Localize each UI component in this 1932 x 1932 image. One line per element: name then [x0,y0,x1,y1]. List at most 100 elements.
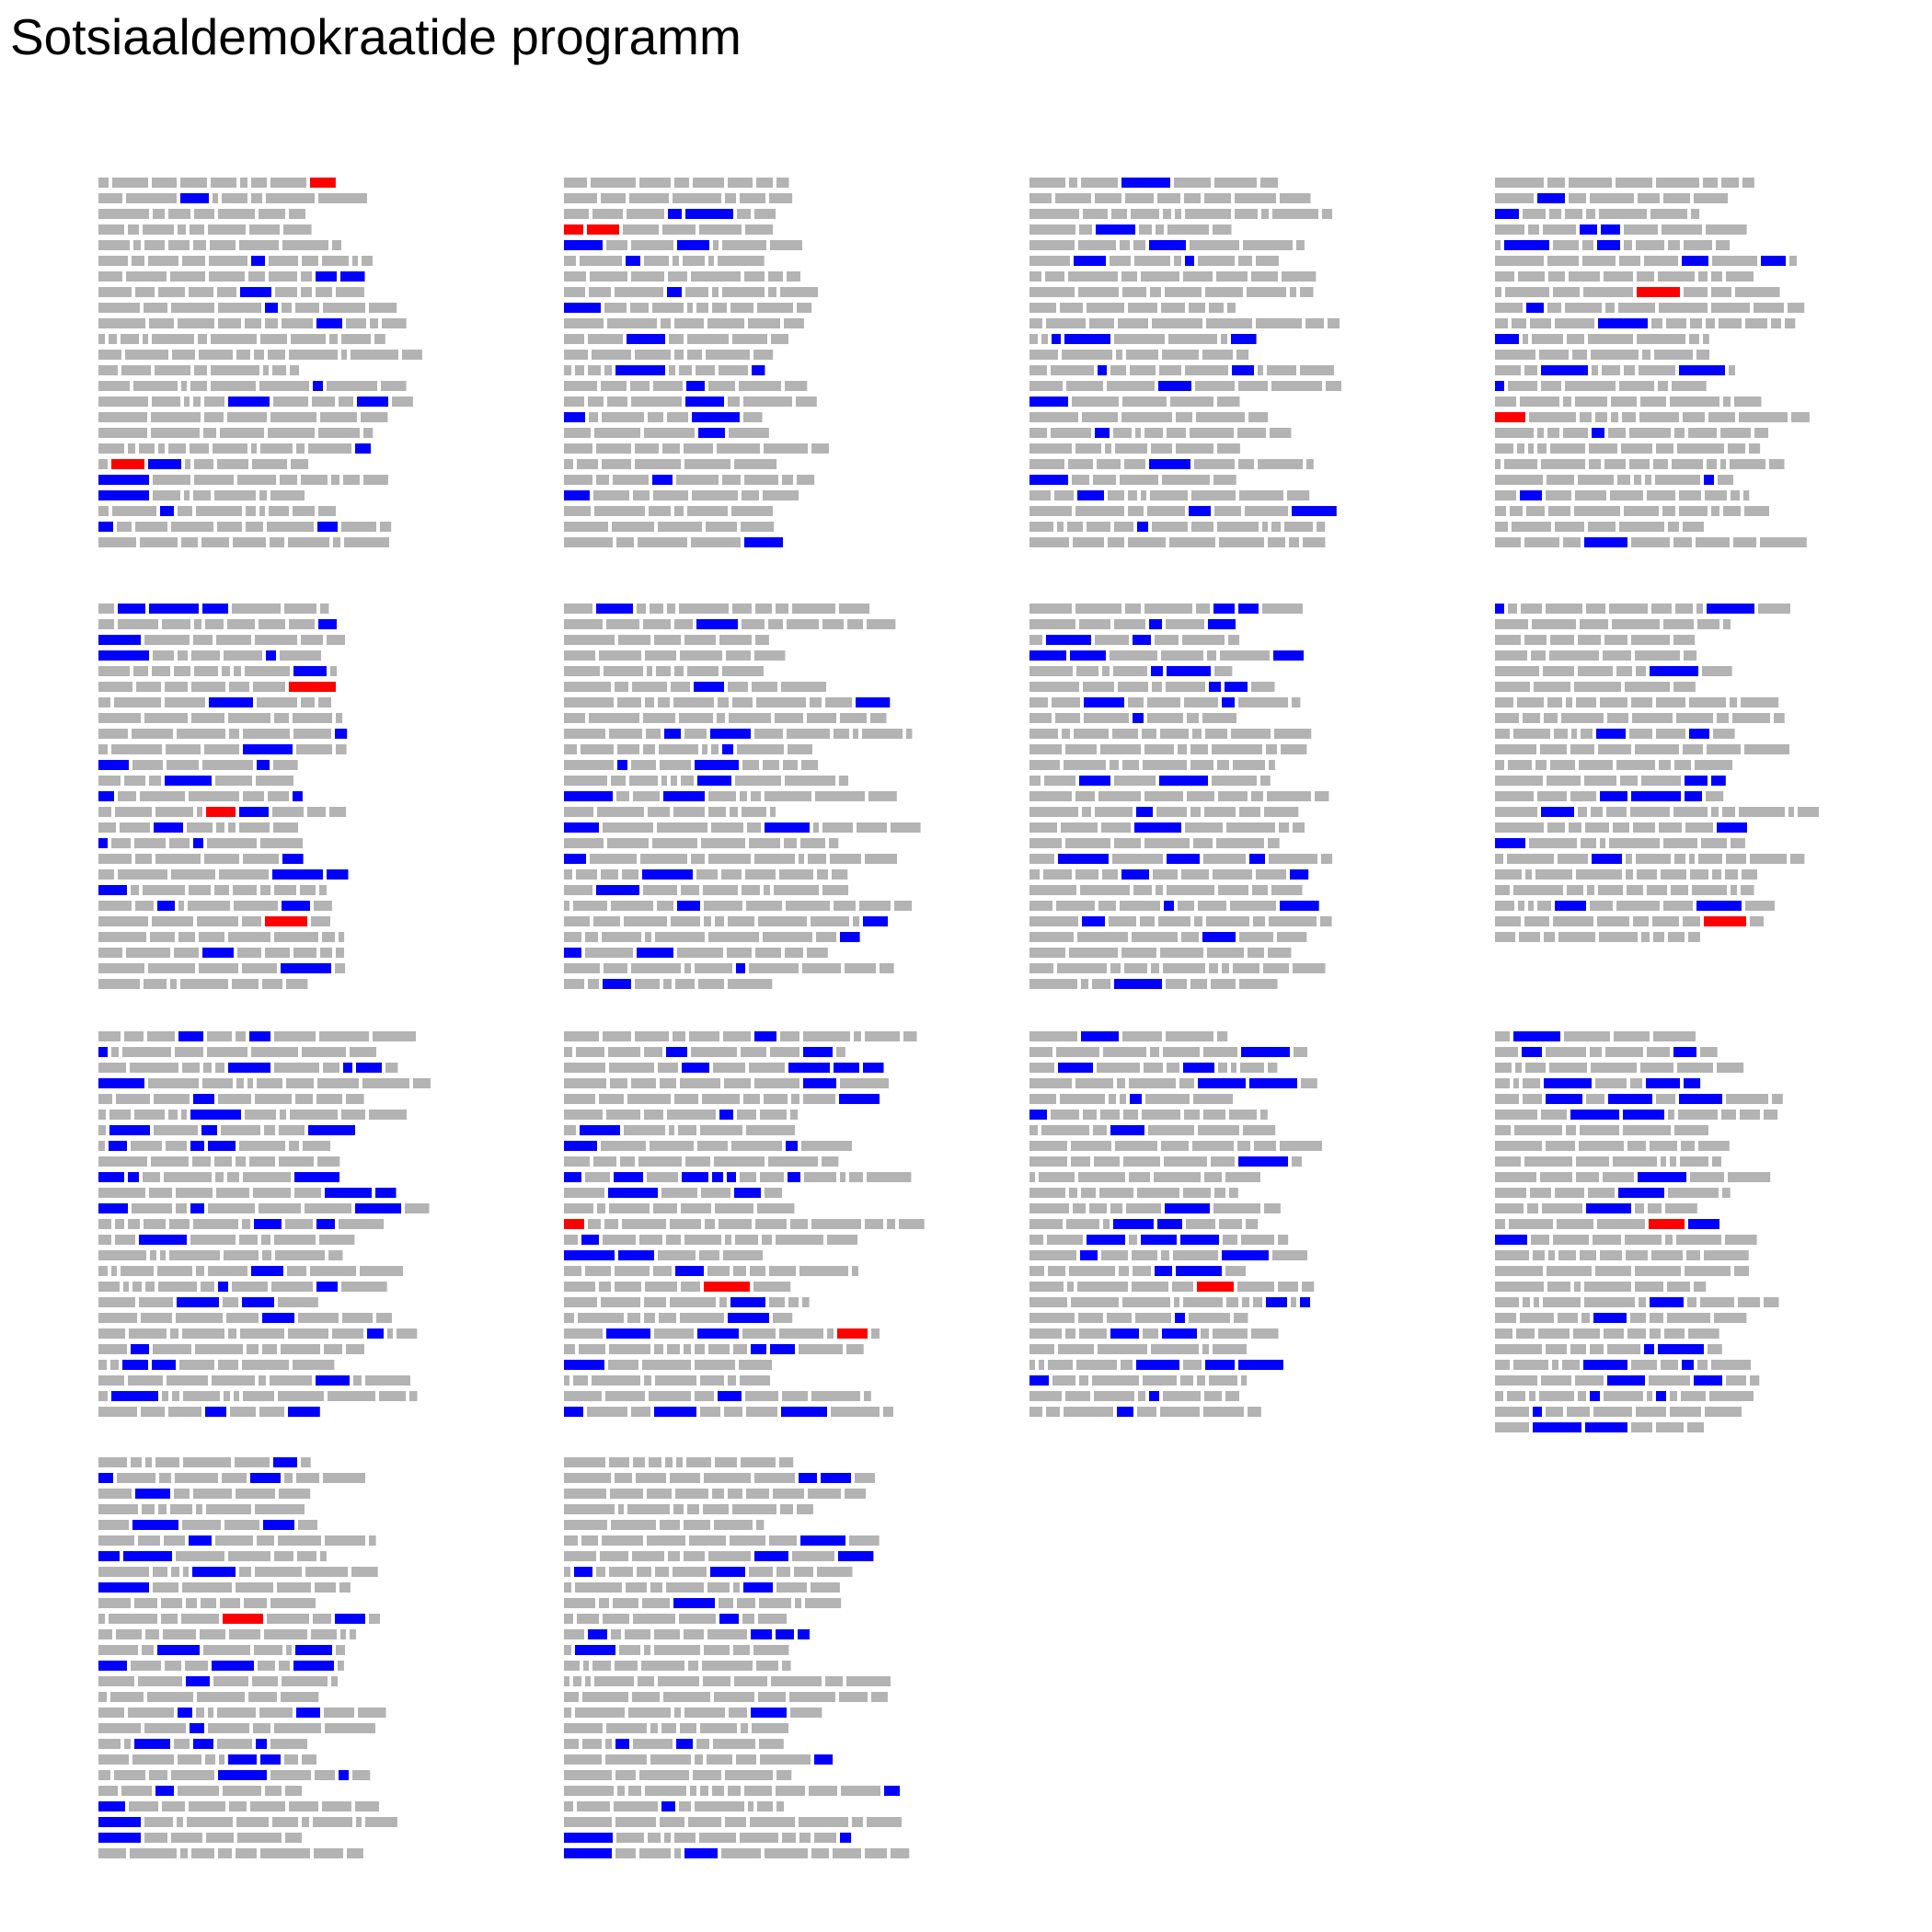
word-mark [689,1031,719,1041]
word-mark [181,537,198,547]
word-mark [1557,1219,1593,1229]
word-mark [1548,1250,1555,1260]
word-mark [1190,979,1207,989]
word-mark [1241,1235,1274,1245]
word-mark [1572,350,1587,360]
keyword-blue-mark [803,1078,836,1088]
keyword-blue-mark [751,1344,766,1354]
page-14 [564,1457,910,1858]
word-mark [1709,1391,1754,1401]
word-mark [1650,1328,1661,1339]
keyword-blue-mark [1658,1344,1704,1354]
word-mark [564,1629,584,1639]
keyword-blue-mark [1029,397,1068,407]
word-mark [645,697,654,707]
word-mark [218,1848,232,1858]
keyword-blue-mark [1689,729,1709,739]
word-mark [1128,697,1144,707]
word-mark [811,1219,861,1229]
word-mark [603,1614,629,1624]
word-mark [318,697,331,707]
word-mark [585,1172,610,1182]
keyword-blue-mark [1544,1078,1592,1088]
word-mark [98,1344,127,1354]
word-mark [1661,1360,1678,1370]
keyword-blue-mark [98,650,149,661]
word-mark [1075,791,1095,801]
word-mark [143,1172,160,1182]
word-mark [1675,604,1693,614]
keyword-red-mark [564,224,583,235]
word-mark [684,1235,721,1245]
word-mark [1613,1156,1657,1167]
word-mark [1176,412,1192,422]
word-mark [162,1801,185,1811]
word-mark [730,303,753,313]
word-mark [98,1031,121,1041]
word-mark [1111,209,1127,219]
word-mark [112,506,156,516]
word-mark [1673,537,1692,547]
keyword-blue-mark [1541,807,1574,817]
word-mark [1524,537,1559,547]
word-mark [341,334,371,344]
word-mark [1625,682,1670,692]
word-mark [228,1551,270,1561]
word-mark [115,1235,135,1245]
word-mark [204,397,224,407]
word-mark [1567,885,1583,895]
word-mark [635,459,681,469]
word-mark [1547,1282,1570,1292]
keyword-blue-mark [564,791,613,801]
word-mark [1078,240,1116,250]
word-mark [151,428,200,438]
word-mark [303,1141,330,1151]
word-mark [754,650,786,661]
keyword-blue-mark [1158,381,1191,391]
word-mark [219,869,269,880]
word-mark [193,1489,232,1499]
word-mark [639,178,671,188]
word-mark [180,178,207,188]
word-mark [728,1786,741,1796]
word-mark [684,459,730,469]
word-mark [1640,397,1666,407]
word-mark [782,1833,796,1843]
word-mark [236,1582,273,1593]
word-mark [149,318,174,328]
word-mark [1520,1313,1554,1323]
word-mark [801,760,818,770]
word-mark [612,522,654,532]
word-mark [1495,1188,1526,1198]
keyword-blue-mark [1585,1422,1627,1432]
word-mark [728,178,753,188]
word-mark [803,1094,835,1104]
keyword-blue-mark [1533,1407,1542,1417]
word-mark [691,537,741,547]
word-mark [1532,334,1563,344]
word-mark [1550,443,1585,454]
keyword-blue-mark [208,1141,236,1151]
word-mark [1650,209,1687,219]
word-mark [733,1344,747,1354]
keyword-blue-mark [754,1031,776,1041]
word-mark [1241,1375,1248,1386]
word-mark [171,1567,179,1577]
word-mark [784,318,804,328]
word-mark [1656,697,1685,707]
word-mark [768,287,776,297]
word-mark [745,1391,778,1401]
keyword-blue-mark [98,1801,125,1811]
word-mark [606,1723,647,1733]
keyword-blue-mark [1137,522,1148,532]
word-mark [1029,271,1041,282]
word-mark [593,916,620,926]
keyword-blue-mark [685,397,724,407]
word-mark [1529,838,1577,848]
word-mark [1233,963,1259,973]
keyword-blue-mark [202,948,234,958]
word-mark [677,948,723,958]
word-mark [98,854,132,864]
word-mark [1525,1063,1546,1073]
word-mark [1058,1344,1094,1354]
